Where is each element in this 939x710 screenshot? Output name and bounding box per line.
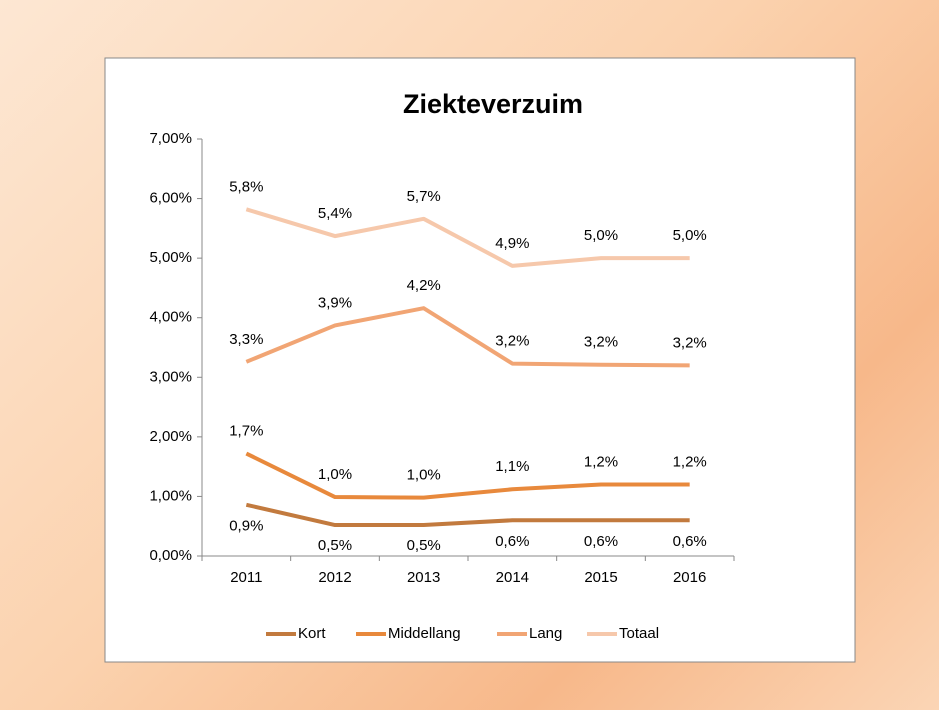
- data-label: 5,4%: [318, 205, 352, 222]
- data-label: 1,2%: [584, 453, 618, 470]
- legend-label: Lang: [529, 625, 562, 642]
- data-label: 0,5%: [318, 537, 352, 554]
- y-tick-label: 6,00%: [149, 190, 192, 207]
- x-tick-label: 2014: [496, 569, 529, 586]
- series-line: [245, 207, 690, 268]
- x-tick-label: 2011: [230, 569, 262, 586]
- data-label: 4,2%: [407, 277, 441, 294]
- series-line: [245, 502, 690, 528]
- chart-frame: [104, 57, 856, 663]
- data-label: 5,8%: [229, 178, 263, 195]
- data-label: 5,0%: [584, 227, 618, 244]
- data-label: 3,2%: [673, 334, 707, 351]
- data-label: 0,6%: [673, 533, 707, 550]
- data-label: 3,9%: [318, 294, 352, 311]
- data-label: 0,9%: [229, 518, 263, 535]
- y-tick-label: 3,00%: [149, 368, 192, 385]
- y-tick-label: 5,00%: [149, 249, 192, 266]
- y-tick-label: 7,00%: [149, 130, 192, 147]
- data-label: 0,6%: [495, 533, 529, 550]
- data-label: 5,0%: [673, 227, 707, 244]
- x-tick-label: 2012: [318, 569, 351, 586]
- data-label: 4,9%: [495, 235, 529, 252]
- data-label: 1,1%: [495, 458, 529, 475]
- legend-label: Kort: [298, 625, 326, 642]
- data-label: 0,6%: [584, 533, 618, 550]
- chart-title: Ziekteverzuim: [403, 89, 583, 119]
- data-label: 0,5%: [407, 537, 441, 554]
- y-tick-label: 0,00%: [149, 547, 192, 564]
- data-label: 3,3%: [229, 331, 263, 348]
- x-tick-label: 2016: [673, 569, 706, 586]
- x-tick-label: 2013: [407, 569, 440, 586]
- data-label: 3,2%: [495, 333, 529, 350]
- data-label: 1,2%: [673, 453, 707, 470]
- legend-label: Middellang: [388, 625, 461, 642]
- data-label: 3,2%: [584, 334, 618, 351]
- data-label: 1,0%: [318, 466, 352, 483]
- y-tick-label: 1,00%: [149, 487, 192, 504]
- series-line: [245, 306, 690, 368]
- y-tick-label: 2,00%: [149, 428, 192, 445]
- x-tick-label: 2015: [584, 569, 617, 586]
- data-label: 1,7%: [229, 423, 263, 440]
- data-label: 5,7%: [407, 188, 441, 205]
- legend-label: Totaal: [619, 625, 659, 642]
- data-label: 1,0%: [407, 467, 441, 484]
- series-line: [245, 451, 690, 500]
- y-tick-label: 4,00%: [149, 309, 192, 326]
